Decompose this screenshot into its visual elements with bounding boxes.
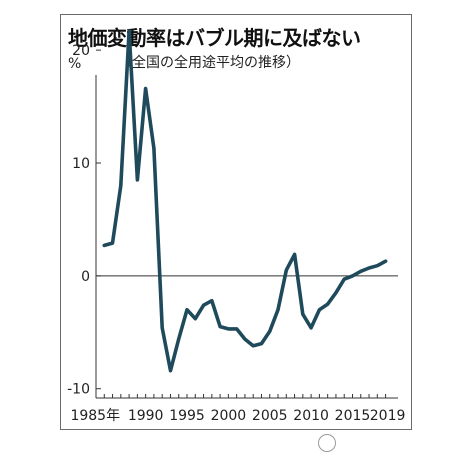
y-tick-label: 10 [72, 156, 90, 172]
x-tick-label: 2010 [293, 408, 329, 424]
x-tick-label: 2005 [252, 408, 288, 424]
y-tick-label: -10 [67, 382, 90, 398]
series-line [104, 31, 385, 371]
x-tick-label: 2019 [370, 408, 406, 424]
y-tick-label: 20 [72, 43, 90, 59]
y-tick-label: 0 [81, 269, 90, 285]
x-tick-label: 1990 [128, 408, 164, 424]
x-tick-label: 2015 [335, 408, 371, 424]
x-tick-label: 1985年 [70, 408, 120, 424]
x-tick-label: 2000 [211, 408, 247, 424]
circle-icon [318, 434, 336, 452]
x-tick-label: 1995 [169, 408, 205, 424]
